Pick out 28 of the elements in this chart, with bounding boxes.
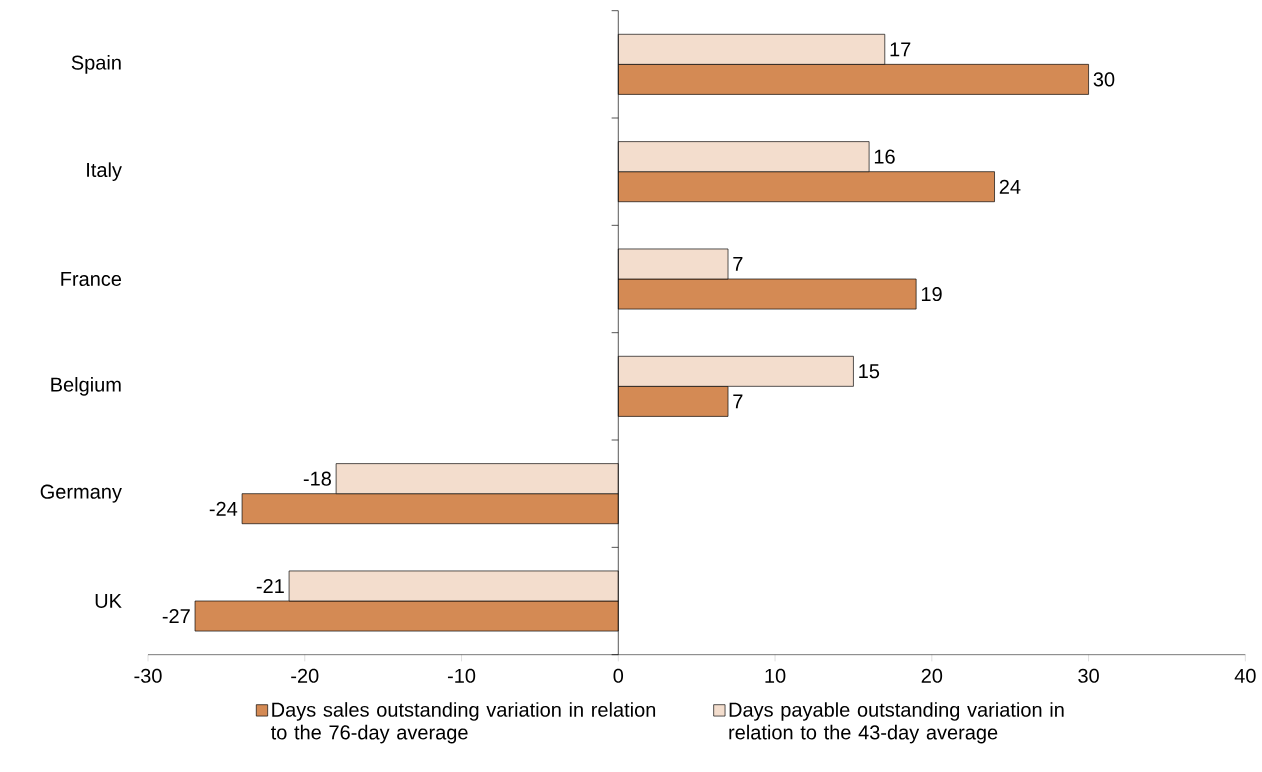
x-tick-label: 10 (765, 668, 786, 683)
x-tick-label: 20 (921, 668, 943, 683)
data-label: 15 (859, 364, 880, 379)
data-label: -21 (256, 579, 284, 593)
y-tick-label: Spain (71, 55, 121, 74)
data-label: -18 (303, 471, 331, 486)
data-label: 19 (921, 286, 942, 302)
data-label: -24 (209, 501, 238, 516)
x-tick-label: 40 (1234, 668, 1256, 683)
data-label: 16 (874, 149, 895, 164)
y-tick-label: UK (95, 594, 122, 608)
data-label: 30 (1093, 72, 1115, 87)
x-tick-label: -30 (134, 668, 162, 683)
y-tick-label: Italy (87, 162, 122, 181)
data-label: 7 (733, 394, 743, 409)
legend-label: Days sales outstanding variation in relation to the 76-day average (270, 702, 656, 744)
y-tick-label: France (61, 272, 122, 286)
data-label: -27 (162, 609, 190, 624)
y-tick-label: Belgium (51, 377, 121, 396)
legend-label: Days payable outstanding variation in relation to the 43-day average (729, 702, 1064, 744)
data-label: 17 (890, 42, 911, 57)
x-tick-label: 30 (1078, 668, 1099, 683)
y-tick-label: Germany (40, 484, 122, 503)
data-label: 7 (733, 257, 743, 271)
data-label: 24 (999, 179, 1021, 194)
x-tick-label: -20 (291, 668, 319, 683)
x-tick-label: 0 (613, 668, 624, 683)
x-tick-label: -10 (447, 668, 476, 683)
